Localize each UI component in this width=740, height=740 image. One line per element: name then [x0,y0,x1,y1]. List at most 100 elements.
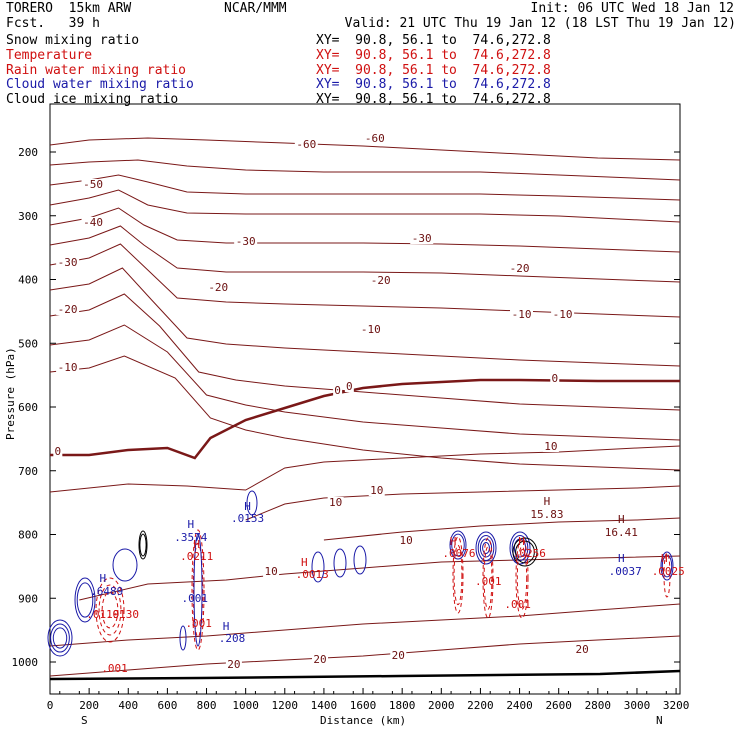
temperature-contour [49,355,681,471]
hydrometeor-contour [452,536,464,614]
field-annotation: .208 [219,632,246,645]
contour-label: 0 [551,372,558,385]
temperature-contour [323,517,681,541]
field-annotation: H [100,572,107,585]
hydrometeor-contour [192,542,204,638]
y-tick-label: 600 [18,401,38,414]
field-annotation: H [223,620,230,633]
x-tick-label: 1600 [350,699,377,712]
field-annotation: .0256 [513,547,546,560]
model-title: TORERO 15km ARW [6,1,132,16]
contour-label: -30 [412,232,432,245]
contour-label-bg [81,217,105,228]
y-tick-label: 400 [18,274,38,287]
contour-label: 10 [264,565,277,578]
field-annotation: .0119 [86,608,119,621]
field-name-temperature: Temperature [6,48,93,63]
hydrometeor-contour [482,537,494,619]
hydrometeor-contour [193,533,203,647]
contour-label-bg [234,236,258,247]
field-annotation: .001 [101,662,128,675]
hydrometeor-contour [50,623,70,653]
contour-label: 10 [544,440,557,453]
x-tick-label: 3200 [663,699,690,712]
y-axis-label: Pressure (hPa) [4,347,17,440]
temperature-contour [49,445,681,493]
x-tick-label: 3000 [624,699,651,712]
field-annotation: H [301,556,308,569]
contour-label: 0 [334,384,341,397]
temperature-contour [49,635,681,677]
contour-label: 20 [576,643,589,656]
hydrometeor-contour [453,544,463,606]
hydrometeor-contour [191,529,205,651]
x-tick-label: 2200 [467,699,494,712]
field-annotation: .001 [182,592,209,605]
contour-label-bg [225,659,242,670]
temperature-contour [49,207,681,253]
contour-label: -40 [83,216,103,229]
contour-label-bg [368,485,385,496]
contour-label: 0 [55,445,62,458]
contour-label-bg [333,385,343,396]
y-tick-label: 300 [18,210,38,223]
x-tick-label: 0 [47,699,54,712]
contour-label: -30 [236,235,256,248]
contour-label: 10 [399,534,412,547]
contour-label: -30 [58,256,78,269]
field-name-rain: Rain water mixing ratio [6,63,187,78]
y-tick-label: 700 [18,465,38,478]
temperature-contour [49,243,681,318]
hydrometeor-contour [311,551,325,583]
hydrometeor-contour [47,619,73,657]
contour-label: -50 [83,178,103,191]
field-annotation: .001 [475,575,502,588]
hydrometeor-contour [482,542,490,554]
hydrometeor-contour [475,531,497,565]
contour-label: 10 [370,484,383,497]
temperature-contour [49,189,681,223]
x-tick-label: 2600 [545,699,572,712]
hydrometeor-contour [112,548,138,582]
hydrometeor-contour [246,490,258,516]
temperature-contour [49,225,681,283]
contour-label-bg [327,497,344,508]
field-annotation: H [193,538,200,551]
field-annotation: H [188,518,195,531]
temperature-contour [49,159,681,181]
field-name-snow: Snow mixing ratio [6,33,140,48]
field-annotation: H [661,552,668,565]
temperature-contour [49,267,681,367]
contour-label: -10 [58,361,78,374]
field-annotation: .0153 [231,512,264,525]
temperature-contour [50,378,680,460]
contour-label-bg [206,282,230,293]
field-annotation: .3574 [174,531,207,544]
hydrometeor-contour [660,551,674,581]
hydrometeor-contour [483,546,493,610]
x-tick-label: 2000 [428,699,455,712]
contour-label: -20 [371,274,391,287]
temperature-contour [49,603,681,647]
field-annotation: .0130 [106,608,139,621]
field-annotation: H [618,513,625,526]
x-tick-label: 800 [197,699,217,712]
temperature-contour [49,324,681,441]
field-annotation: .0076 [442,547,475,560]
hydrometeor-contour [509,531,531,565]
hydrometeor-contour [101,591,119,629]
contour-label: -60 [296,138,316,151]
x-tick-label: 2800 [585,699,612,712]
x-tick-label: 2400 [506,699,533,712]
field-annotation: .6489 [90,585,123,598]
field-annotation: 15.83 [530,508,563,521]
contour-label-bg [550,373,560,384]
hydrometeor-contour [76,582,94,618]
terrain-line [49,669,681,681]
contour-label-bg [56,257,80,268]
right-endpoint-label: N [656,714,663,727]
contour-labels: -60 -60 -50 -40 -30 -30 -30 -20 -20 -20 -20 -10 -10 -… [53,132,591,671]
field-annotation: H [244,500,251,513]
